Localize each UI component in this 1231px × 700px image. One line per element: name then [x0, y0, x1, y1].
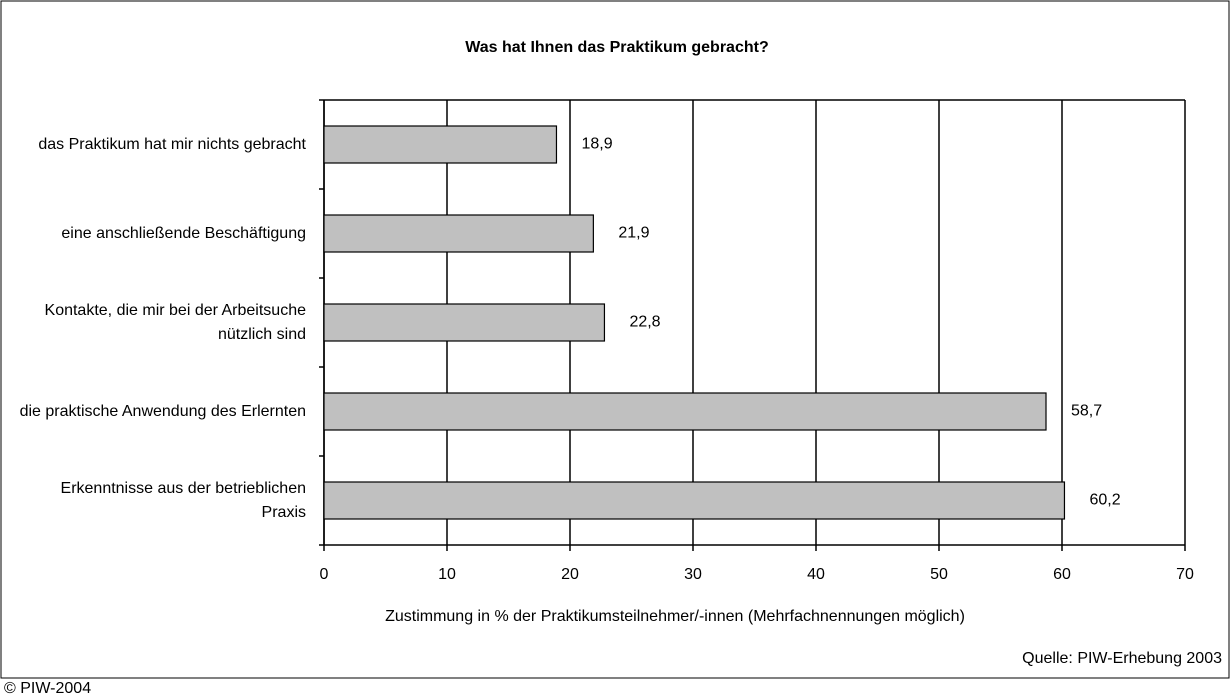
bar — [323, 303, 606, 342]
x-tick-label: 30 — [684, 566, 702, 583]
x-tick-label: 50 — [930, 566, 948, 583]
chart-title: Was hat Ihnen das Praktikum gebracht? — [465, 39, 768, 56]
x-tick-label: 20 — [561, 566, 579, 583]
x-tick-label: 60 — [1053, 566, 1071, 583]
x-axis-label: Zustimmung in % der Praktikumsteilnehmer… — [385, 608, 965, 625]
frame — [0, 0, 1230, 679]
y-tick-label: das Praktikum hat mir nichts gebracht — [38, 135, 306, 153]
bar — [323, 214, 594, 253]
value-label: 60,2 — [1089, 492, 1120, 509]
y-tick-label: die praktische Anwendung des Erlernten — [19, 402, 306, 420]
value-label: 18,9 — [581, 136, 612, 153]
value-label: 58,7 — [1071, 403, 1102, 420]
value-label: 21,9 — [618, 225, 649, 242]
y-tick-label: Kontakte, die mir bei der Arbeitsuche nü… — [44, 301, 306, 343]
y-tick-label: eine anschließende Beschäftigung — [61, 224, 306, 242]
x-tick-label: 10 — [438, 566, 456, 583]
x-tick-label: 0 — [320, 566, 329, 583]
bar — [323, 125, 558, 164]
value-label: 22,8 — [629, 314, 660, 331]
x-tick-label: 40 — [807, 566, 825, 583]
bar — [323, 392, 1047, 431]
copyright: © PIW-2004 — [4, 680, 91, 697]
bar — [323, 481, 1066, 520]
source: Quelle: PIW-Erhebung 2003 — [1022, 650, 1222, 667]
x-tick-label: 70 — [1176, 566, 1194, 583]
y-tick-label: Erkenntnisse aus der betrieblichen Praxi… — [60, 479, 306, 521]
